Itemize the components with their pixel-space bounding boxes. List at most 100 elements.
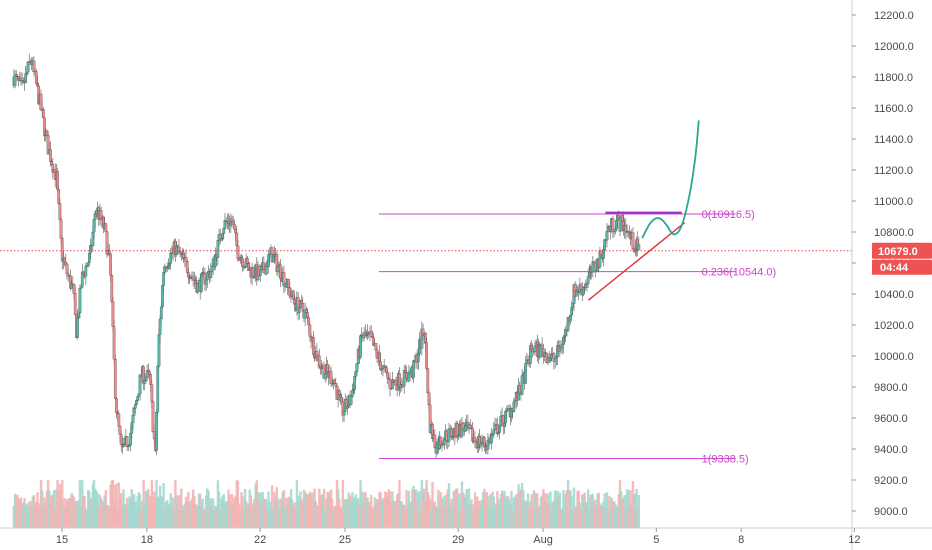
candle-body	[576, 289, 579, 293]
candle-body	[307, 317, 311, 326]
candle-body	[319, 365, 322, 368]
candle-body	[628, 230, 631, 234]
y-axis[interactable]: 9000.0 9200.0 9400.0 9600.0 9800.0 10000.0 102…	[852, 10, 914, 518]
candle-body	[235, 232, 239, 247]
candle-body	[346, 406, 349, 409]
candle-body	[497, 432, 500, 435]
candle-body	[137, 393, 141, 397]
candle-body	[132, 408, 136, 416]
candle-body	[72, 283, 76, 294]
candle-body	[117, 413, 121, 427]
volume-bar	[162, 483, 165, 528]
candle-body	[149, 374, 153, 385]
candle-body	[605, 231, 609, 241]
candle-body	[64, 261, 68, 265]
candle-body	[135, 400, 138, 405]
y-tick-label: 9800.0	[874, 382, 908, 394]
y-tick-label: 9000.0	[874, 506, 908, 518]
candle-body	[84, 266, 88, 277]
fib-level-label: 0(10916.5)	[702, 209, 755, 221]
projection-curve[interactable]	[641, 120, 700, 239]
candle-body	[533, 345, 537, 352]
candle-body	[110, 275, 114, 302]
y-tick-label: 10000.0	[874, 351, 914, 363]
candle-body	[19, 78, 23, 81]
fib-level-label: 1(9338.5)	[702, 454, 749, 466]
candle-body	[349, 396, 353, 405]
x-tick-label: 8	[738, 534, 744, 546]
candle-body	[570, 307, 573, 316]
candle-body	[562, 336, 565, 345]
x-tick-label: 22	[254, 534, 266, 546]
candle-body	[524, 363, 527, 384]
candle-body	[520, 375, 524, 395]
candle-body	[73, 293, 77, 316]
candle-body	[167, 265, 170, 268]
volume-bar	[78, 480, 82, 528]
candle-body	[425, 342, 428, 369]
candle-body	[65, 263, 69, 274]
y-tick-label: 9200.0	[874, 475, 908, 487]
drawings-layer[interactable]	[587, 120, 700, 301]
candle-body	[86, 262, 90, 266]
last-price-tag	[872, 242, 932, 259]
candle-body	[424, 333, 427, 343]
candle-body	[49, 149, 52, 162]
candle-body	[155, 412, 158, 451]
support-trendline[interactable]	[587, 222, 686, 301]
candle-body	[479, 443, 483, 446]
candle-body	[158, 318, 162, 335]
x-axis[interactable]: 15 18 22 25 29 Aug 5 8 12	[56, 528, 861, 546]
candle-body	[231, 221, 235, 225]
candle-body	[78, 288, 82, 314]
candle-body	[611, 218, 615, 232]
fibonacci-layer[interactable]: 0(10916.5) 0.236(10544.0) 1(9338.5)	[378, 209, 776, 466]
candle-body	[159, 306, 163, 320]
candle-body	[554, 356, 558, 359]
candle-body	[129, 433, 132, 446]
candle-body	[222, 228, 226, 234]
candle-body	[91, 231, 95, 246]
candle-body	[503, 422, 506, 427]
candle-body	[125, 436, 129, 448]
volume-layer	[12, 480, 641, 528]
candle-body	[394, 380, 398, 386]
candle-body	[287, 278, 290, 288]
candle-body	[513, 400, 517, 403]
candle-body	[112, 326, 116, 360]
candle-body	[151, 401, 155, 432]
candle-body	[490, 434, 493, 444]
y-tick-label: 11800.0	[874, 72, 913, 84]
candle-body	[251, 267, 255, 277]
candle-body	[450, 428, 453, 438]
candle-body	[63, 257, 66, 263]
candles-layer	[12, 53, 641, 459]
candle-body	[136, 396, 140, 401]
candle-body	[230, 218, 234, 222]
y-tick-label: 10200.0	[874, 320, 914, 332]
candle-body	[92, 219, 96, 233]
candle-body	[613, 228, 617, 232]
candle-body	[560, 344, 564, 349]
candle-body	[293, 299, 296, 305]
candle-body	[111, 301, 115, 327]
candle-body	[609, 226, 612, 232]
candle-body	[133, 404, 137, 409]
candle-body	[60, 238, 64, 262]
candle-body	[50, 161, 53, 165]
candle-body	[187, 272, 190, 278]
candle-body	[36, 83, 39, 87]
candle-body	[402, 370, 406, 387]
candle-body	[380, 368, 384, 371]
candle-body	[192, 278, 196, 281]
candle-body	[209, 271, 213, 278]
candle-body	[342, 411, 346, 416]
candle-body	[615, 220, 618, 230]
candle-body	[584, 284, 588, 288]
volume-bar	[637, 495, 641, 528]
candle-body	[385, 367, 388, 373]
candle-body	[143, 380, 147, 384]
candle-body	[365, 334, 368, 337]
x-tick-label: 18	[141, 534, 153, 546]
